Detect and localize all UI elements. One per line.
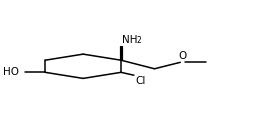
Text: Cl: Cl [135,76,145,86]
Text: O: O [179,51,187,61]
Text: 2: 2 [137,36,142,45]
Text: NH: NH [122,34,138,45]
Text: HO: HO [3,67,20,77]
